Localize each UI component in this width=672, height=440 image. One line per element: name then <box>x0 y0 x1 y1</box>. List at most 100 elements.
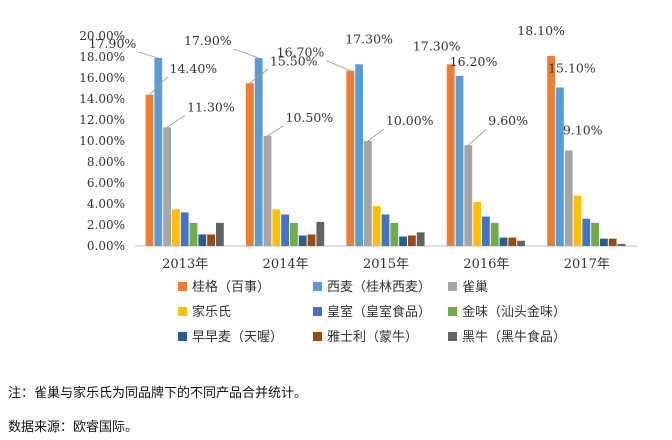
bar-chart: 0.00% 2.00% 4.00% 6.00% 8.00% 10.00% 12.00% 14.… <box>79 23 637 345</box>
bar <box>416 232 425 246</box>
data-label: 9.10% <box>563 122 603 137</box>
data-label-leader <box>249 68 269 84</box>
y-tick-label: 10.00% <box>79 134 125 148</box>
bar <box>254 58 263 246</box>
bar <box>263 135 272 246</box>
bar <box>364 141 372 246</box>
bar <box>517 240 525 246</box>
data-label: 15.50% <box>270 53 318 68</box>
bar <box>455 75 464 247</box>
legend-label: 西麦（桂林西麦） <box>327 280 431 295</box>
legend-swatch <box>313 307 322 316</box>
bar <box>399 236 407 246</box>
y-tick-label: 20.00% <box>79 29 125 43</box>
bar <box>499 237 508 246</box>
bar <box>464 145 473 246</box>
x-tick-label: 2016年 <box>463 257 509 272</box>
data-label: 17.90% <box>89 36 137 51</box>
bar <box>582 218 591 246</box>
bar <box>189 222 198 246</box>
legend-swatch <box>313 332 322 341</box>
data-label: 15.10% <box>548 60 596 75</box>
data-label: 11.30% <box>187 99 235 114</box>
bar <box>346 70 355 247</box>
data-label-leader <box>468 128 487 146</box>
x-tick-label: 2017年 <box>564 257 610 272</box>
legend-swatch <box>313 282 322 291</box>
data-label: 16.20% <box>450 54 498 69</box>
data-label-leader <box>326 60 351 72</box>
bar <box>145 94 154 246</box>
legend-swatch <box>448 332 457 341</box>
y-tick-label: 0.00% <box>87 239 125 253</box>
data-label: 16.70% <box>277 45 325 60</box>
y-tick-label: 12.00% <box>79 113 125 127</box>
bar <box>608 238 617 246</box>
bar <box>390 222 399 246</box>
data-label: 14.40% <box>170 61 218 76</box>
legend-swatch <box>178 307 187 316</box>
y-tick-label: 14.00% <box>79 92 125 106</box>
bar <box>381 214 390 246</box>
data-label-leader <box>166 115 186 128</box>
bar <box>272 209 281 246</box>
bar <box>556 87 564 246</box>
bar <box>298 235 307 246</box>
bar <box>446 64 455 246</box>
data-label: 9.60% <box>488 113 528 128</box>
data-label: 10.50% <box>286 110 334 125</box>
bar <box>564 150 573 246</box>
legend-swatch <box>178 332 187 341</box>
bar <box>508 237 517 246</box>
y-tick-label: 16.00% <box>79 71 125 85</box>
data-label: 10.00% <box>386 113 434 128</box>
data-label-leader <box>149 76 168 96</box>
data-label: 17.30% <box>345 31 393 46</box>
bar <box>180 212 189 246</box>
y-tick-label: 8.00% <box>87 155 125 169</box>
bar <box>372 206 381 246</box>
legend-swatch <box>448 307 457 316</box>
bar <box>216 222 224 246</box>
data-label: 18.10% <box>517 23 565 38</box>
legend-label: 桂格（百事） <box>192 279 270 295</box>
data-label: 17.30% <box>413 38 461 53</box>
bar <box>307 234 316 246</box>
bar <box>490 222 499 246</box>
bar <box>482 216 490 246</box>
bar <box>316 221 325 246</box>
bar <box>154 58 163 246</box>
data-label-leader <box>367 128 385 142</box>
legend-label: 金味（汕头金味） <box>462 304 566 320</box>
data-label-leader <box>267 125 284 137</box>
y-tick-label: 2.00% <box>87 218 125 232</box>
x-tick-label: 2013年 <box>162 257 208 272</box>
bar <box>246 83 254 246</box>
bar <box>617 243 626 246</box>
bar <box>573 195 582 246</box>
data-label: 17.90% <box>184 33 232 48</box>
bar <box>408 235 416 246</box>
y-tick-label: 6.00% <box>87 176 125 190</box>
legend-label: 皇室（皇室食品） <box>327 304 431 320</box>
bar <box>281 214 289 246</box>
bar <box>163 127 171 246</box>
bar <box>547 55 555 247</box>
bar <box>473 201 481 246</box>
legend-label: 黑牛（黑牛食品） <box>462 329 566 345</box>
y-tick-label: 4.00% <box>87 197 125 211</box>
legend-swatch <box>448 282 457 291</box>
bar <box>355 64 363 246</box>
legend-label: 雅士利（蒙牛） <box>327 330 418 345</box>
legend-label: 雀巢 <box>462 280 488 295</box>
x-tick-label: 2015年 <box>363 257 409 272</box>
legend-label: 早早麦（天喔） <box>192 330 283 345</box>
data-label-leader <box>233 48 259 59</box>
bar <box>591 222 599 246</box>
data-label-leader <box>138 51 159 59</box>
legend-label: 家乐氏 <box>192 304 231 320</box>
x-tick-label: 2014年 <box>263 257 309 272</box>
legend-swatch <box>178 282 187 291</box>
bar <box>600 238 608 246</box>
y-tick-label: 18.00% <box>79 50 125 64</box>
